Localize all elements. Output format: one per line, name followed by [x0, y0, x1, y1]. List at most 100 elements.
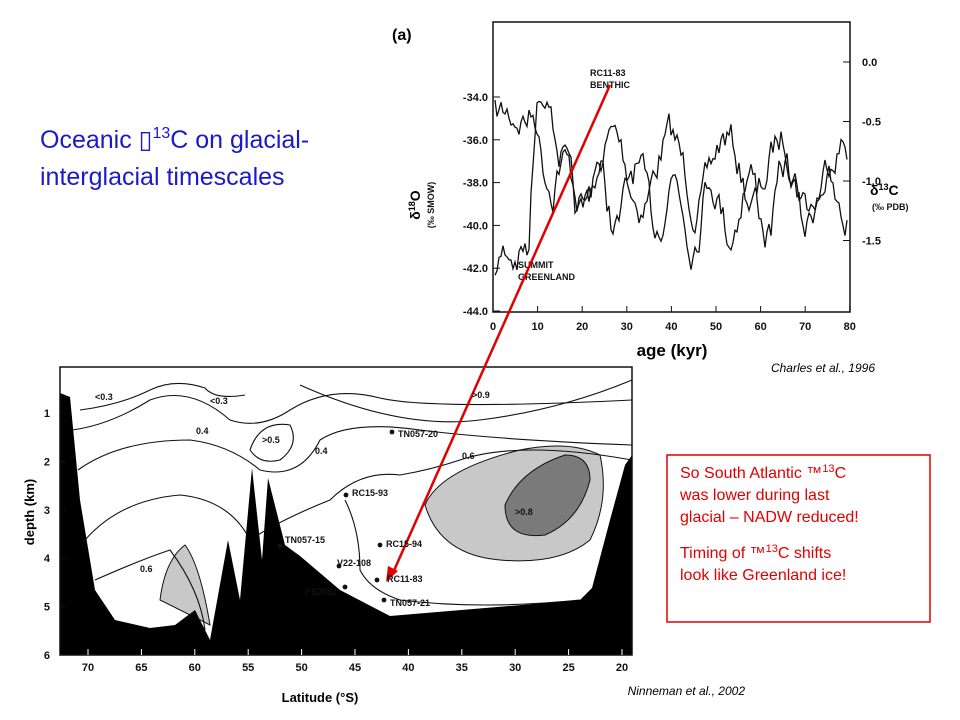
title-text: C on glacial- — [170, 126, 309, 154]
plot-frame — [59, 366, 633, 656]
record-line — [494, 99, 848, 235]
y2-tick-label: 0.0 — [862, 57, 877, 69]
contour — [71, 393, 633, 431]
x-tick-label: 40 — [402, 662, 414, 674]
axis-unit: (‰ SMOW) — [426, 182, 436, 229]
station — [377, 542, 383, 548]
annotation: RC11-83 — [590, 68, 626, 78]
label-part: C — [889, 182, 899, 198]
figure-a — [492, 21, 851, 313]
station-label: RC15-94 — [386, 539, 422, 549]
y-tick-label: 6 — [44, 650, 50, 662]
x-tick-label: 10 — [531, 321, 543, 333]
station-label: RC11-83 — [387, 574, 423, 584]
note-sup: 13 — [822, 463, 834, 475]
contour-label: >0.5 — [262, 435, 280, 445]
x-tick-label: 60 — [189, 662, 201, 674]
y-tick-label: 2 — [44, 456, 50, 468]
x-tick-label: 0 — [490, 321, 496, 333]
x-tick-label: 60 — [754, 321, 766, 333]
contour — [79, 382, 246, 411]
y-tick-label: -42.0 — [463, 263, 488, 275]
left-axis-label: δ18O (‰ SMOW) — [407, 182, 436, 229]
x-tick-label: 45 — [349, 662, 361, 674]
note-text: So South Atlantic ™ — [680, 465, 822, 482]
shaded-region — [504, 454, 591, 537]
label-part: 13 — [879, 182, 889, 192]
x-tick-label: 50 — [295, 662, 307, 674]
x-tick-label: 30 — [509, 662, 521, 674]
contour — [249, 423, 294, 462]
station — [381, 597, 387, 603]
note-line: was lower during last — [679, 487, 830, 504]
contour-label: 0.6 — [140, 564, 153, 574]
x-tick-label: 55 — [242, 662, 254, 674]
station-label: V22-108 — [337, 558, 371, 568]
label-part: 18 — [407, 201, 417, 211]
station-label: TN057-15 — [285, 535, 325, 545]
y-tick-label: 5 — [44, 602, 50, 614]
contour-label: 0.4 — [315, 446, 328, 456]
x-tick-label: 25 — [562, 662, 574, 674]
note-line: Timing of ™13C shifts — [680, 543, 831, 562]
x-tick-label: 70 — [82, 662, 94, 674]
note-text: glacial – NADW reduced! — [680, 509, 859, 526]
y-tick-label: -40.0 — [463, 220, 488, 232]
y-tick-label: -38.0 — [463, 178, 488, 190]
contour — [344, 499, 581, 606]
y-tick-label: -44.0 — [463, 306, 488, 318]
y-tick-label: -34.0 — [463, 92, 488, 104]
x-tick-label: 35 — [456, 662, 468, 674]
citation: Charles et al., 1996 — [771, 361, 875, 375]
note-line: So South Atlantic ™13C — [680, 463, 846, 482]
figure-b — [59, 366, 633, 656]
title: Oceanic ▯13C on glacial- — [40, 125, 309, 154]
record-line — [494, 100, 848, 276]
note-text: look like Greenland ice! — [680, 567, 846, 584]
title-text: Oceanic — [40, 126, 139, 154]
note-line: look like Greenland ice! — [680, 567, 846, 584]
x-tick-label: 30 — [621, 321, 633, 333]
y2-tick-label: -1.5 — [862, 236, 881, 248]
note-text: C — [835, 465, 847, 482]
annotation: BENTHIC — [590, 80, 630, 90]
station-label: TN057-20 — [398, 429, 438, 439]
note-line: glacial – NADW reduced! — [680, 509, 859, 526]
x-tick-label: 65 — [135, 662, 147, 674]
station — [336, 563, 342, 569]
note-text: was lower during last — [679, 487, 830, 504]
contour — [84, 449, 633, 541]
note-text: C shifts — [778, 545, 831, 562]
note-sup: 13 — [766, 543, 778, 555]
axis-label: depth (km) — [22, 479, 37, 545]
contour-label: 0.4 — [196, 426, 209, 436]
citation: Ninneman et al., 2002 — [628, 684, 746, 698]
contour-label: >0.8 — [515, 507, 533, 517]
y-tick-label: 3 — [44, 505, 50, 517]
x-tick-label: 40 — [665, 321, 677, 333]
station-label: TN057-21 — [390, 598, 430, 608]
arrow — [390, 84, 612, 576]
label-part: δ — [407, 211, 423, 220]
contours — [71, 379, 633, 631]
contour — [299, 379, 633, 423]
station — [342, 584, 348, 590]
label-part: O — [407, 190, 423, 201]
note-text: Timing of ™ — [680, 545, 766, 562]
station — [374, 577, 380, 583]
title-glyph: ▯ — [139, 126, 153, 154]
contour-label: <0.3 — [95, 392, 113, 402]
label-part: δ — [870, 182, 879, 198]
contour — [77, 426, 633, 473]
station — [343, 492, 349, 498]
contour-label: 0.6 — [462, 451, 475, 461]
y-tick-label: -36.0 — [463, 135, 488, 147]
y2-tick-label: -0.5 — [862, 117, 881, 129]
annotation: GREENLAND — [518, 272, 576, 282]
shaded-region — [159, 544, 211, 626]
station-label: PS2082 — [305, 587, 337, 597]
axis-label: δ18O — [407, 190, 423, 220]
bathymetry — [60, 393, 632, 655]
